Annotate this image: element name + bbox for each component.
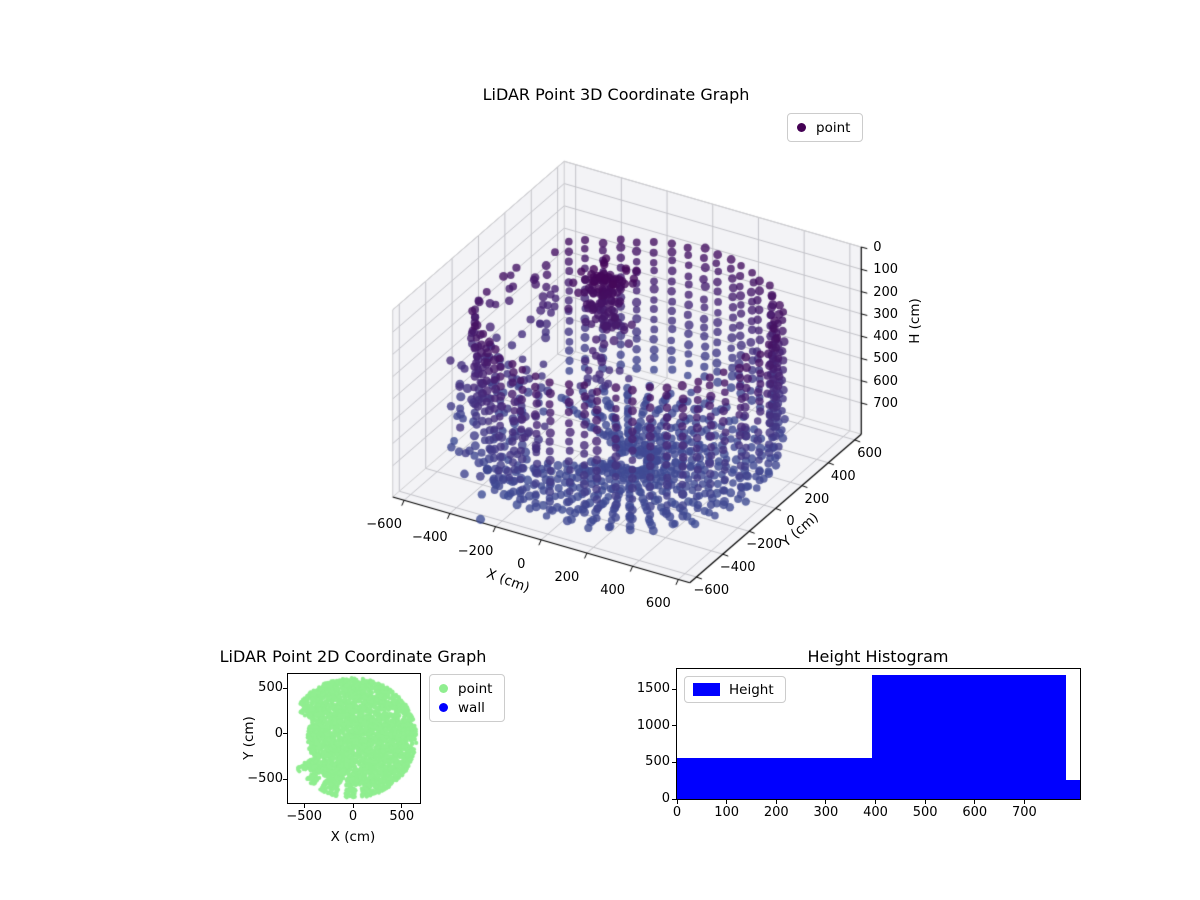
tick-mark bbox=[283, 687, 287, 689]
tick-label: 700 bbox=[1011, 805, 1037, 820]
hist-legend: Height bbox=[684, 676, 786, 703]
tick-label: 100 bbox=[714, 805, 740, 820]
tick-label: 400 bbox=[600, 583, 626, 599]
plot3d-legend: point bbox=[787, 113, 864, 142]
tick-label: −200 bbox=[457, 543, 494, 559]
tick-label: 500 bbox=[873, 351, 899, 367]
tick-mark bbox=[825, 800, 827, 804]
hist-bar bbox=[1066, 780, 1080, 799]
tick-label: 600 bbox=[962, 805, 988, 820]
tick-label: 500 bbox=[912, 805, 938, 820]
tick-label: −600 bbox=[693, 582, 730, 598]
tick-label: −500 bbox=[247, 771, 283, 786]
tick-mark bbox=[875, 800, 877, 804]
tick-mark bbox=[672, 688, 676, 690]
tick-mark bbox=[726, 800, 728, 804]
plot2d-xlabel: X (cm) bbox=[330, 829, 376, 845]
tick-label: 0 bbox=[348, 809, 358, 824]
tick-label: 400 bbox=[830, 468, 856, 484]
hist-bar bbox=[872, 674, 1067, 799]
tick-mark bbox=[303, 804, 305, 808]
tick-label: 200 bbox=[554, 570, 580, 586]
tick-mark bbox=[672, 725, 676, 727]
tick-mark bbox=[401, 804, 403, 808]
tick-label: 0 bbox=[661, 791, 670, 806]
point-marker-icon bbox=[797, 123, 806, 132]
legend-label: point bbox=[816, 119, 851, 136]
tick-label: 200 bbox=[763, 805, 789, 820]
tick-label: 0 bbox=[517, 556, 526, 572]
tick-label: 300 bbox=[873, 306, 899, 322]
tick-label: −500 bbox=[286, 809, 323, 824]
tick-label: 400 bbox=[863, 805, 888, 820]
tick-label: 1000 bbox=[636, 717, 670, 733]
tick-label: 0 bbox=[274, 725, 283, 741]
tick-label: 300 bbox=[813, 805, 839, 820]
tick-label: 0 bbox=[873, 240, 882, 256]
legend-label: point bbox=[458, 680, 493, 697]
plot3d-zlabel: H (cm) bbox=[907, 298, 923, 344]
tick-mark bbox=[924, 800, 926, 804]
tick-label: −400 bbox=[411, 530, 448, 546]
tick-label: −400 bbox=[719, 560, 756, 576]
tick-label: 100 bbox=[873, 262, 899, 278]
legend-row: Height bbox=[693, 681, 774, 698]
plot2d-legend: point wall bbox=[429, 674, 506, 722]
tick-label: 500 bbox=[258, 680, 283, 695]
legend-label: wall bbox=[458, 699, 485, 716]
tick-mark bbox=[672, 798, 676, 800]
tick-label: 500 bbox=[645, 754, 670, 770]
tick-label: 500 bbox=[389, 809, 415, 824]
tick-label: 700 bbox=[873, 395, 899, 411]
wall-marker-icon bbox=[439, 703, 448, 712]
legend-row: point bbox=[797, 118, 850, 137]
legend-label: Height bbox=[729, 681, 774, 698]
legend-row: point bbox=[439, 679, 492, 698]
tick-mark bbox=[676, 800, 678, 804]
tick-mark bbox=[283, 778, 287, 780]
tick-label: 0 bbox=[786, 514, 795, 530]
tick-label: 600 bbox=[873, 373, 899, 389]
tick-mark bbox=[775, 800, 777, 804]
tick-label: −200 bbox=[746, 537, 782, 553]
tick-mark bbox=[974, 800, 976, 804]
tick-mark bbox=[283, 733, 287, 734]
hist-bar bbox=[677, 758, 873, 799]
tick-mark bbox=[352, 804, 354, 808]
hist-axes-frame bbox=[676, 668, 1081, 800]
tick-label: −600 bbox=[366, 517, 402, 533]
tick-mark bbox=[672, 761, 676, 763]
point-marker-icon bbox=[439, 684, 448, 693]
plot3d-title: LiDAR Point 3D Coordinate Graph bbox=[482, 85, 750, 104]
tick-label: 200 bbox=[804, 491, 830, 507]
plot2d-title: LiDAR Point 2D Coordinate Graph bbox=[219, 647, 487, 666]
hist-title: Height Histogram bbox=[807, 647, 949, 666]
tick-label: 200 bbox=[873, 284, 899, 300]
tick-mark bbox=[1023, 800, 1025, 804]
plot2d-axes-frame bbox=[287, 673, 421, 804]
tick-label: 400 bbox=[873, 329, 899, 345]
tick-label: 0 bbox=[672, 805, 682, 820]
height-swatch-icon bbox=[693, 683, 720, 696]
tick-label: 1500 bbox=[636, 681, 670, 697]
tick-label: 600 bbox=[857, 445, 883, 461]
tick-label: 600 bbox=[645, 596, 671, 612]
legend-row: wall bbox=[439, 698, 492, 717]
